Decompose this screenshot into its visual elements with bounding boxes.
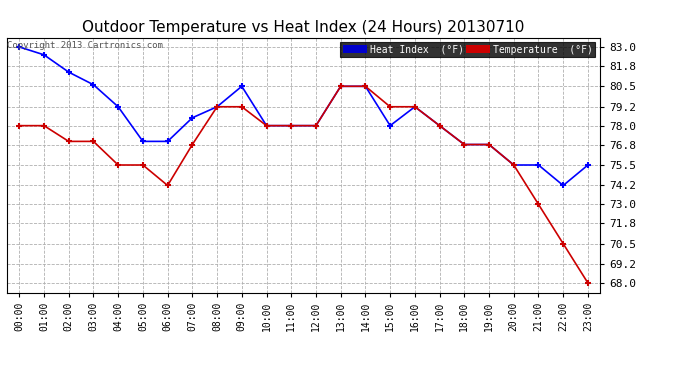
Text: Copyright 2013 Cartronics.com: Copyright 2013 Cartronics.com: [8, 41, 164, 50]
Title: Outdoor Temperature vs Heat Index (24 Hours) 20130710: Outdoor Temperature vs Heat Index (24 Ho…: [82, 20, 525, 35]
Legend: Heat Index  (°F), Temperature  (°F): Heat Index (°F), Temperature (°F): [340, 42, 595, 57]
